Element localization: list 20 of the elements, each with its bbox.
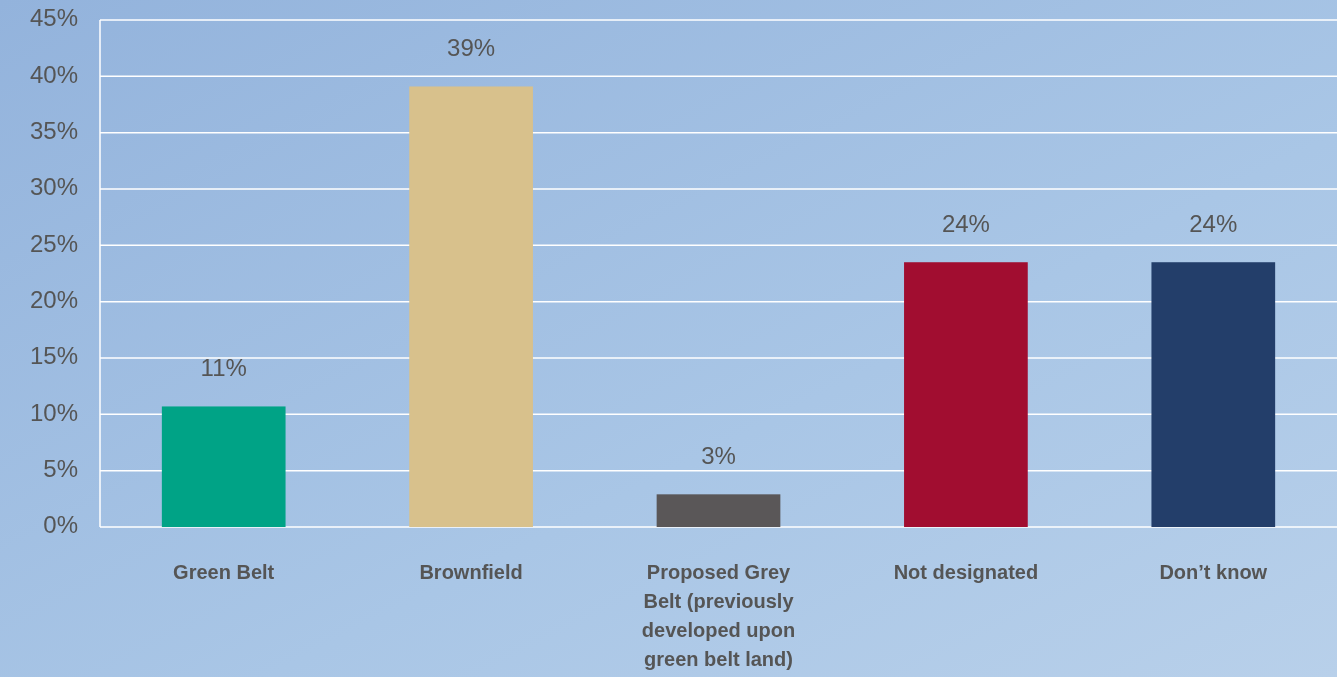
y-tick-label: 10%	[29, 398, 78, 426]
y-tick-label: 40%	[29, 60, 78, 88]
y-tick-label: 15%	[29, 342, 78, 370]
y-tick-label: 20%	[29, 286, 78, 314]
x-tick-label: Don’t know	[1159, 561, 1268, 583]
y-tick-label: 45%	[29, 4, 78, 32]
x-tick-label: Green Belt	[173, 561, 275, 583]
data-label: 39%	[447, 34, 496, 62]
data-label: 11%	[200, 354, 247, 382]
x-tick-label: Brownfield	[419, 561, 523, 583]
y-tick-label: 35%	[29, 117, 78, 145]
data-label: 3%	[701, 442, 736, 470]
y-tick-label: 5%	[43, 455, 78, 483]
y-tick-label: 30%	[29, 173, 78, 201]
x-tick-label: Not designated	[893, 561, 1039, 583]
x-tick-label: Proposed Grey Belt (previously developed upon green belt land)	[641, 561, 796, 670]
y-tick-label: 25%	[29, 229, 78, 257]
y-tick-label: 0%	[43, 511, 78, 539]
data-label: 24%	[941, 210, 990, 238]
data-label: 24%	[1189, 210, 1238, 238]
